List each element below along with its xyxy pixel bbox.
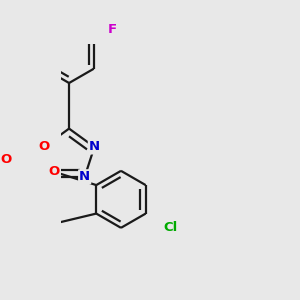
Text: N: N — [79, 170, 90, 183]
Text: O: O — [38, 140, 50, 154]
Text: N: N — [89, 140, 100, 154]
Text: O: O — [0, 153, 11, 166]
Text: Cl: Cl — [163, 221, 178, 234]
Text: F: F — [107, 23, 116, 36]
Text: O: O — [48, 165, 59, 178]
